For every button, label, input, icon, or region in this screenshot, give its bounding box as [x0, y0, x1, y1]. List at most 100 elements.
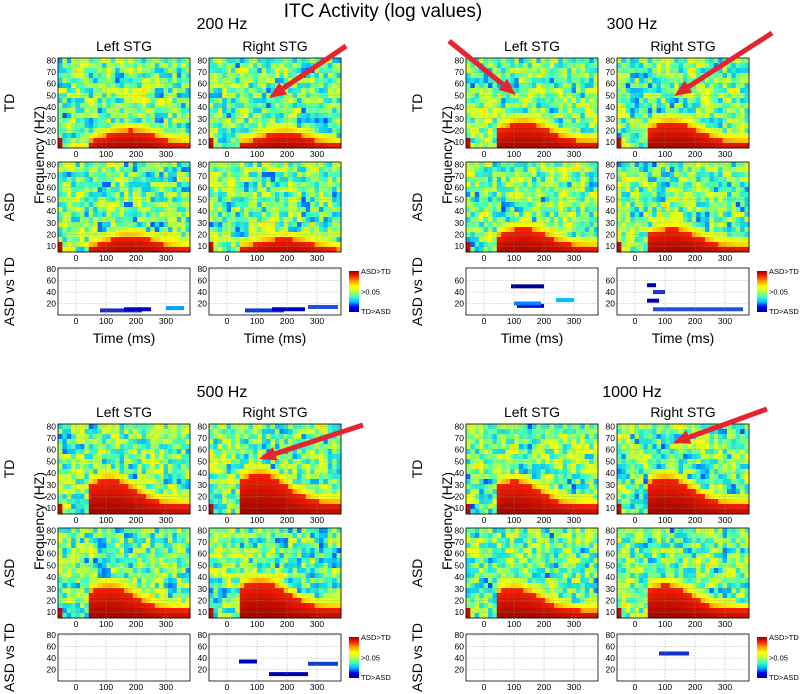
heatmap-cell	[222, 108, 227, 114]
heatmap-cell	[301, 118, 307, 124]
heatmap-cell	[718, 162, 723, 168]
heatmap-cell	[518, 98, 524, 104]
heatmap-cell	[634, 108, 640, 114]
heatmap-cell	[488, 138, 493, 144]
heatmap-cell	[128, 192, 134, 198]
heatmap-cell	[532, 108, 537, 114]
heatmap-cell	[722, 123, 728, 129]
heatmap-cell	[593, 83, 599, 89]
heatmap-cell	[75, 509, 81, 515]
heatmap-cell	[110, 207, 116, 213]
heatmap-cell	[634, 93, 640, 99]
heatmap-cell	[75, 197, 81, 203]
heatmap-cell	[735, 242, 741, 248]
heatmap-cell	[691, 123, 697, 129]
heatmap-cell	[248, 162, 254, 168]
heatmap-cell	[488, 247, 493, 253]
heatmap-cell	[257, 143, 263, 149]
heatmap-cell	[691, 207, 697, 213]
heatmap-cell	[540, 182, 546, 188]
heatmap-cell	[115, 58, 120, 64]
heatmap-cell	[466, 212, 471, 218]
heatmap-cell	[332, 172, 337, 178]
heatmap-cell	[141, 247, 147, 253]
heatmap-cell	[146, 207, 151, 213]
heatmap-cell	[593, 113, 599, 119]
heatmap-cell	[159, 242, 164, 248]
significance-cluster	[245, 308, 284, 313]
heatmap-cell	[625, 197, 631, 203]
heatmap-cell	[176, 58, 182, 64]
heatmap-cell	[80, 227, 85, 233]
heatmap-cell	[567, 63, 572, 69]
heatmap-cell	[652, 133, 657, 139]
heatmap-cell	[532, 138, 537, 144]
heatmap-cell	[639, 217, 644, 223]
heatmap-cell	[132, 113, 138, 119]
heatmap-cell	[744, 242, 750, 248]
heatmap-cell	[106, 192, 112, 198]
heatmap-cell	[66, 232, 72, 238]
heatmap-cell	[84, 509, 90, 515]
heatmap-cell	[128, 479, 134, 485]
heatmap-cell	[634, 143, 640, 149]
heatmap-cell	[288, 73, 293, 79]
heatmap-cell	[332, 197, 337, 203]
heatmap-cell	[634, 133, 640, 139]
heatmap-cell	[647, 63, 653, 69]
heatmap-cell	[66, 212, 72, 218]
heatmap-cell	[235, 202, 241, 208]
heatmap-cell	[536, 133, 542, 139]
heatmap-cell	[115, 197, 120, 203]
heatmap-cell	[488, 58, 493, 64]
heatmap-cell	[132, 182, 138, 188]
y-tick-label: 60	[47, 276, 57, 286]
heatmap-cell	[110, 187, 116, 193]
heatmap-cell	[288, 202, 293, 208]
heatmap-cell	[80, 207, 85, 213]
heatmap-cell	[181, 202, 186, 208]
heatmap-cell	[735, 118, 741, 124]
heatmap-cell	[319, 217, 324, 223]
heatmap-cell	[97, 494, 103, 500]
heatmap-cell	[647, 138, 653, 144]
heatmap-cell	[523, 108, 528, 114]
heatmap-cell	[253, 118, 258, 124]
heatmap-cell	[323, 63, 329, 69]
heatmap-cell	[305, 217, 311, 223]
heatmap-cell	[163, 88, 169, 94]
heatmap-cell	[501, 232, 506, 238]
heatmap-cell	[124, 128, 129, 134]
heatmap-cell	[665, 222, 671, 228]
heatmap-cell	[705, 237, 710, 243]
y-tick-label: 40	[47, 206, 57, 216]
heatmap-cell	[678, 222, 684, 228]
heatmap-cell	[580, 237, 586, 243]
heatmap-cell	[669, 93, 675, 99]
heatmap-cell	[718, 98, 723, 104]
heatmap-cell	[687, 93, 693, 99]
heatmap-cell	[146, 133, 151, 139]
heatmap-cell	[58, 247, 63, 253]
heatmap-cell	[319, 63, 324, 69]
heatmap-cell	[735, 103, 741, 109]
heatmap-cell	[545, 197, 550, 203]
heatmap-cell	[518, 63, 524, 69]
heatmap-cell	[106, 232, 112, 238]
heatmap-cell	[554, 123, 559, 129]
heatmap-cell	[669, 113, 675, 119]
heatmap-cell	[62, 88, 68, 94]
heatmap-cell	[593, 68, 599, 74]
heatmap-cell	[584, 237, 590, 243]
heatmap-cell	[137, 162, 142, 168]
heatmap-cell	[235, 73, 241, 79]
heatmap-cell	[84, 454, 90, 460]
heatmap-cell	[217, 78, 223, 84]
heatmap-cell	[713, 63, 719, 69]
heatmap-cell	[536, 217, 542, 223]
heatmap-cell	[275, 247, 280, 253]
heatmap-cell	[669, 237, 675, 243]
heatmap-cell	[510, 108, 515, 114]
heatmap-cell	[722, 182, 728, 188]
heatmap-cell	[97, 83, 103, 89]
